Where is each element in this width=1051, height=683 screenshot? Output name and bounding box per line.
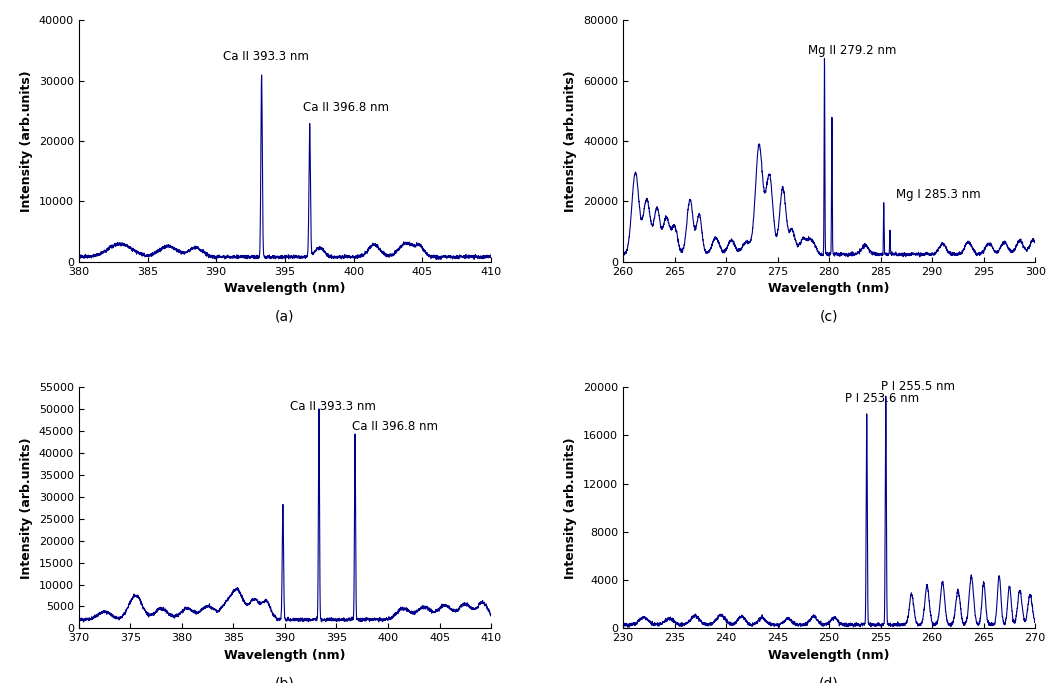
X-axis label: Wavelength (nm): Wavelength (nm) xyxy=(768,282,890,295)
Text: (d): (d) xyxy=(819,677,839,683)
Text: (a): (a) xyxy=(275,310,294,324)
Y-axis label: Intensity (arb.units): Intensity (arb.units) xyxy=(564,437,577,579)
Text: Ca II 396.8 nm: Ca II 396.8 nm xyxy=(303,101,389,114)
Text: P I 253.6 nm: P I 253.6 nm xyxy=(845,392,919,405)
Y-axis label: Intensity (arb.units): Intensity (arb.units) xyxy=(564,70,577,212)
X-axis label: Wavelength (nm): Wavelength (nm) xyxy=(768,649,890,662)
Text: P I 255.5 nm: P I 255.5 nm xyxy=(881,380,954,393)
Y-axis label: Intensity (arb.units): Intensity (arb.units) xyxy=(20,70,34,212)
Y-axis label: Intensity (arb.units): Intensity (arb.units) xyxy=(20,437,34,579)
X-axis label: Wavelength (nm): Wavelength (nm) xyxy=(224,282,346,295)
X-axis label: Wavelength (nm): Wavelength (nm) xyxy=(224,649,346,662)
Text: (b): (b) xyxy=(275,677,295,683)
Text: Ca II 396.8 nm: Ca II 396.8 nm xyxy=(352,420,438,433)
Text: (c): (c) xyxy=(820,310,839,324)
Text: Mg I 285.3 nm: Mg I 285.3 nm xyxy=(897,189,981,201)
Text: Ca II 393.3 nm: Ca II 393.3 nm xyxy=(290,400,376,413)
Text: Ca II 393.3 nm: Ca II 393.3 nm xyxy=(223,50,309,63)
Text: Mg II 279.2 nm: Mg II 279.2 nm xyxy=(808,44,897,57)
